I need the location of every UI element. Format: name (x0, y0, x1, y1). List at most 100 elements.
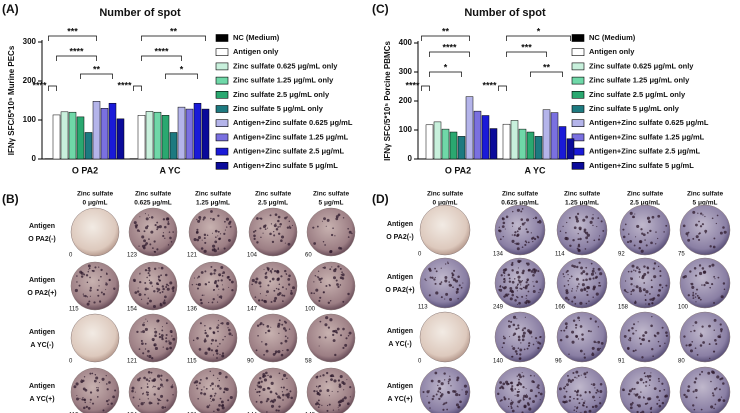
spot (597, 217, 600, 219)
significance-bracket (80, 73, 113, 79)
spot (424, 278, 426, 280)
spot (518, 388, 520, 390)
spot (160, 394, 164, 398)
spot (337, 265, 340, 268)
spot (148, 274, 151, 277)
spot (623, 389, 625, 391)
spot (138, 348, 141, 350)
spot (160, 378, 162, 380)
spot (255, 349, 258, 352)
spot (157, 275, 161, 278)
spot (567, 378, 571, 382)
bar (433, 121, 442, 160)
spot (265, 295, 267, 297)
spot-count: 113 (418, 305, 428, 311)
spot (95, 376, 99, 380)
spot (336, 327, 340, 331)
spot (630, 283, 633, 286)
spot (588, 277, 592, 281)
spot (642, 334, 645, 337)
row-label: Antigen (29, 223, 55, 230)
spot (457, 297, 459, 300)
spot (332, 333, 335, 337)
spot (201, 294, 204, 297)
spot (150, 402, 153, 405)
spot (711, 263, 715, 267)
spot (535, 280, 539, 283)
spot (575, 370, 579, 374)
spot (344, 343, 348, 347)
spot (532, 289, 536, 293)
spot (508, 336, 511, 338)
spot (504, 228, 506, 230)
bar (68, 111, 77, 160)
bar (153, 111, 162, 160)
column-header: Zinc sulfate (135, 191, 172, 198)
spot (265, 331, 267, 334)
spot (253, 234, 256, 238)
spot (277, 232, 281, 235)
significance-label: **** (442, 42, 457, 52)
spot-count: 96 (555, 359, 562, 365)
spot (589, 317, 592, 320)
spot (636, 410, 639, 413)
spot (140, 331, 143, 333)
spot (511, 221, 514, 225)
spot (513, 332, 517, 336)
spot (316, 375, 319, 378)
spot (280, 342, 283, 345)
spot (571, 300, 574, 303)
spot (98, 300, 102, 303)
spot (509, 290, 512, 292)
spot (522, 269, 525, 273)
spot (713, 388, 717, 391)
spot (193, 381, 196, 384)
spot (256, 324, 260, 327)
spot (516, 405, 519, 408)
spot (516, 234, 519, 238)
spot (653, 275, 657, 279)
spot (108, 278, 111, 282)
spot (445, 401, 448, 404)
spot (443, 379, 446, 381)
spot-count: 0 (69, 359, 73, 365)
spot (722, 282, 726, 285)
bar (92, 101, 101, 160)
spot (510, 405, 512, 407)
spot (520, 210, 523, 213)
spot (534, 394, 538, 398)
spot (157, 288, 161, 291)
spot (635, 285, 639, 289)
spot (723, 288, 726, 291)
spot (100, 291, 103, 294)
spot (574, 406, 576, 408)
spot (695, 223, 698, 227)
spot (213, 268, 217, 272)
spot (145, 217, 149, 221)
spot (254, 229, 257, 232)
spot (504, 280, 506, 282)
spot (136, 229, 140, 232)
spot (216, 357, 218, 359)
spot (337, 285, 340, 288)
spot (697, 238, 701, 241)
spot (172, 394, 174, 396)
spot (577, 244, 581, 248)
spot (134, 291, 138, 294)
spot (288, 274, 291, 278)
spot (644, 294, 647, 296)
spot (526, 230, 529, 234)
spot (516, 290, 518, 292)
bar (145, 111, 154, 160)
column-header: 1.25 μg/mL (196, 200, 230, 207)
legend-label: Antigen+Zinc sulfate 0.625 μg/mL (589, 118, 709, 127)
spot (144, 348, 147, 350)
spot (521, 334, 526, 338)
spot (500, 399, 503, 402)
spot (339, 267, 342, 270)
spot (517, 400, 521, 404)
spot (647, 377, 650, 379)
spot (593, 340, 596, 344)
spot (720, 295, 724, 299)
spot (576, 406, 579, 409)
